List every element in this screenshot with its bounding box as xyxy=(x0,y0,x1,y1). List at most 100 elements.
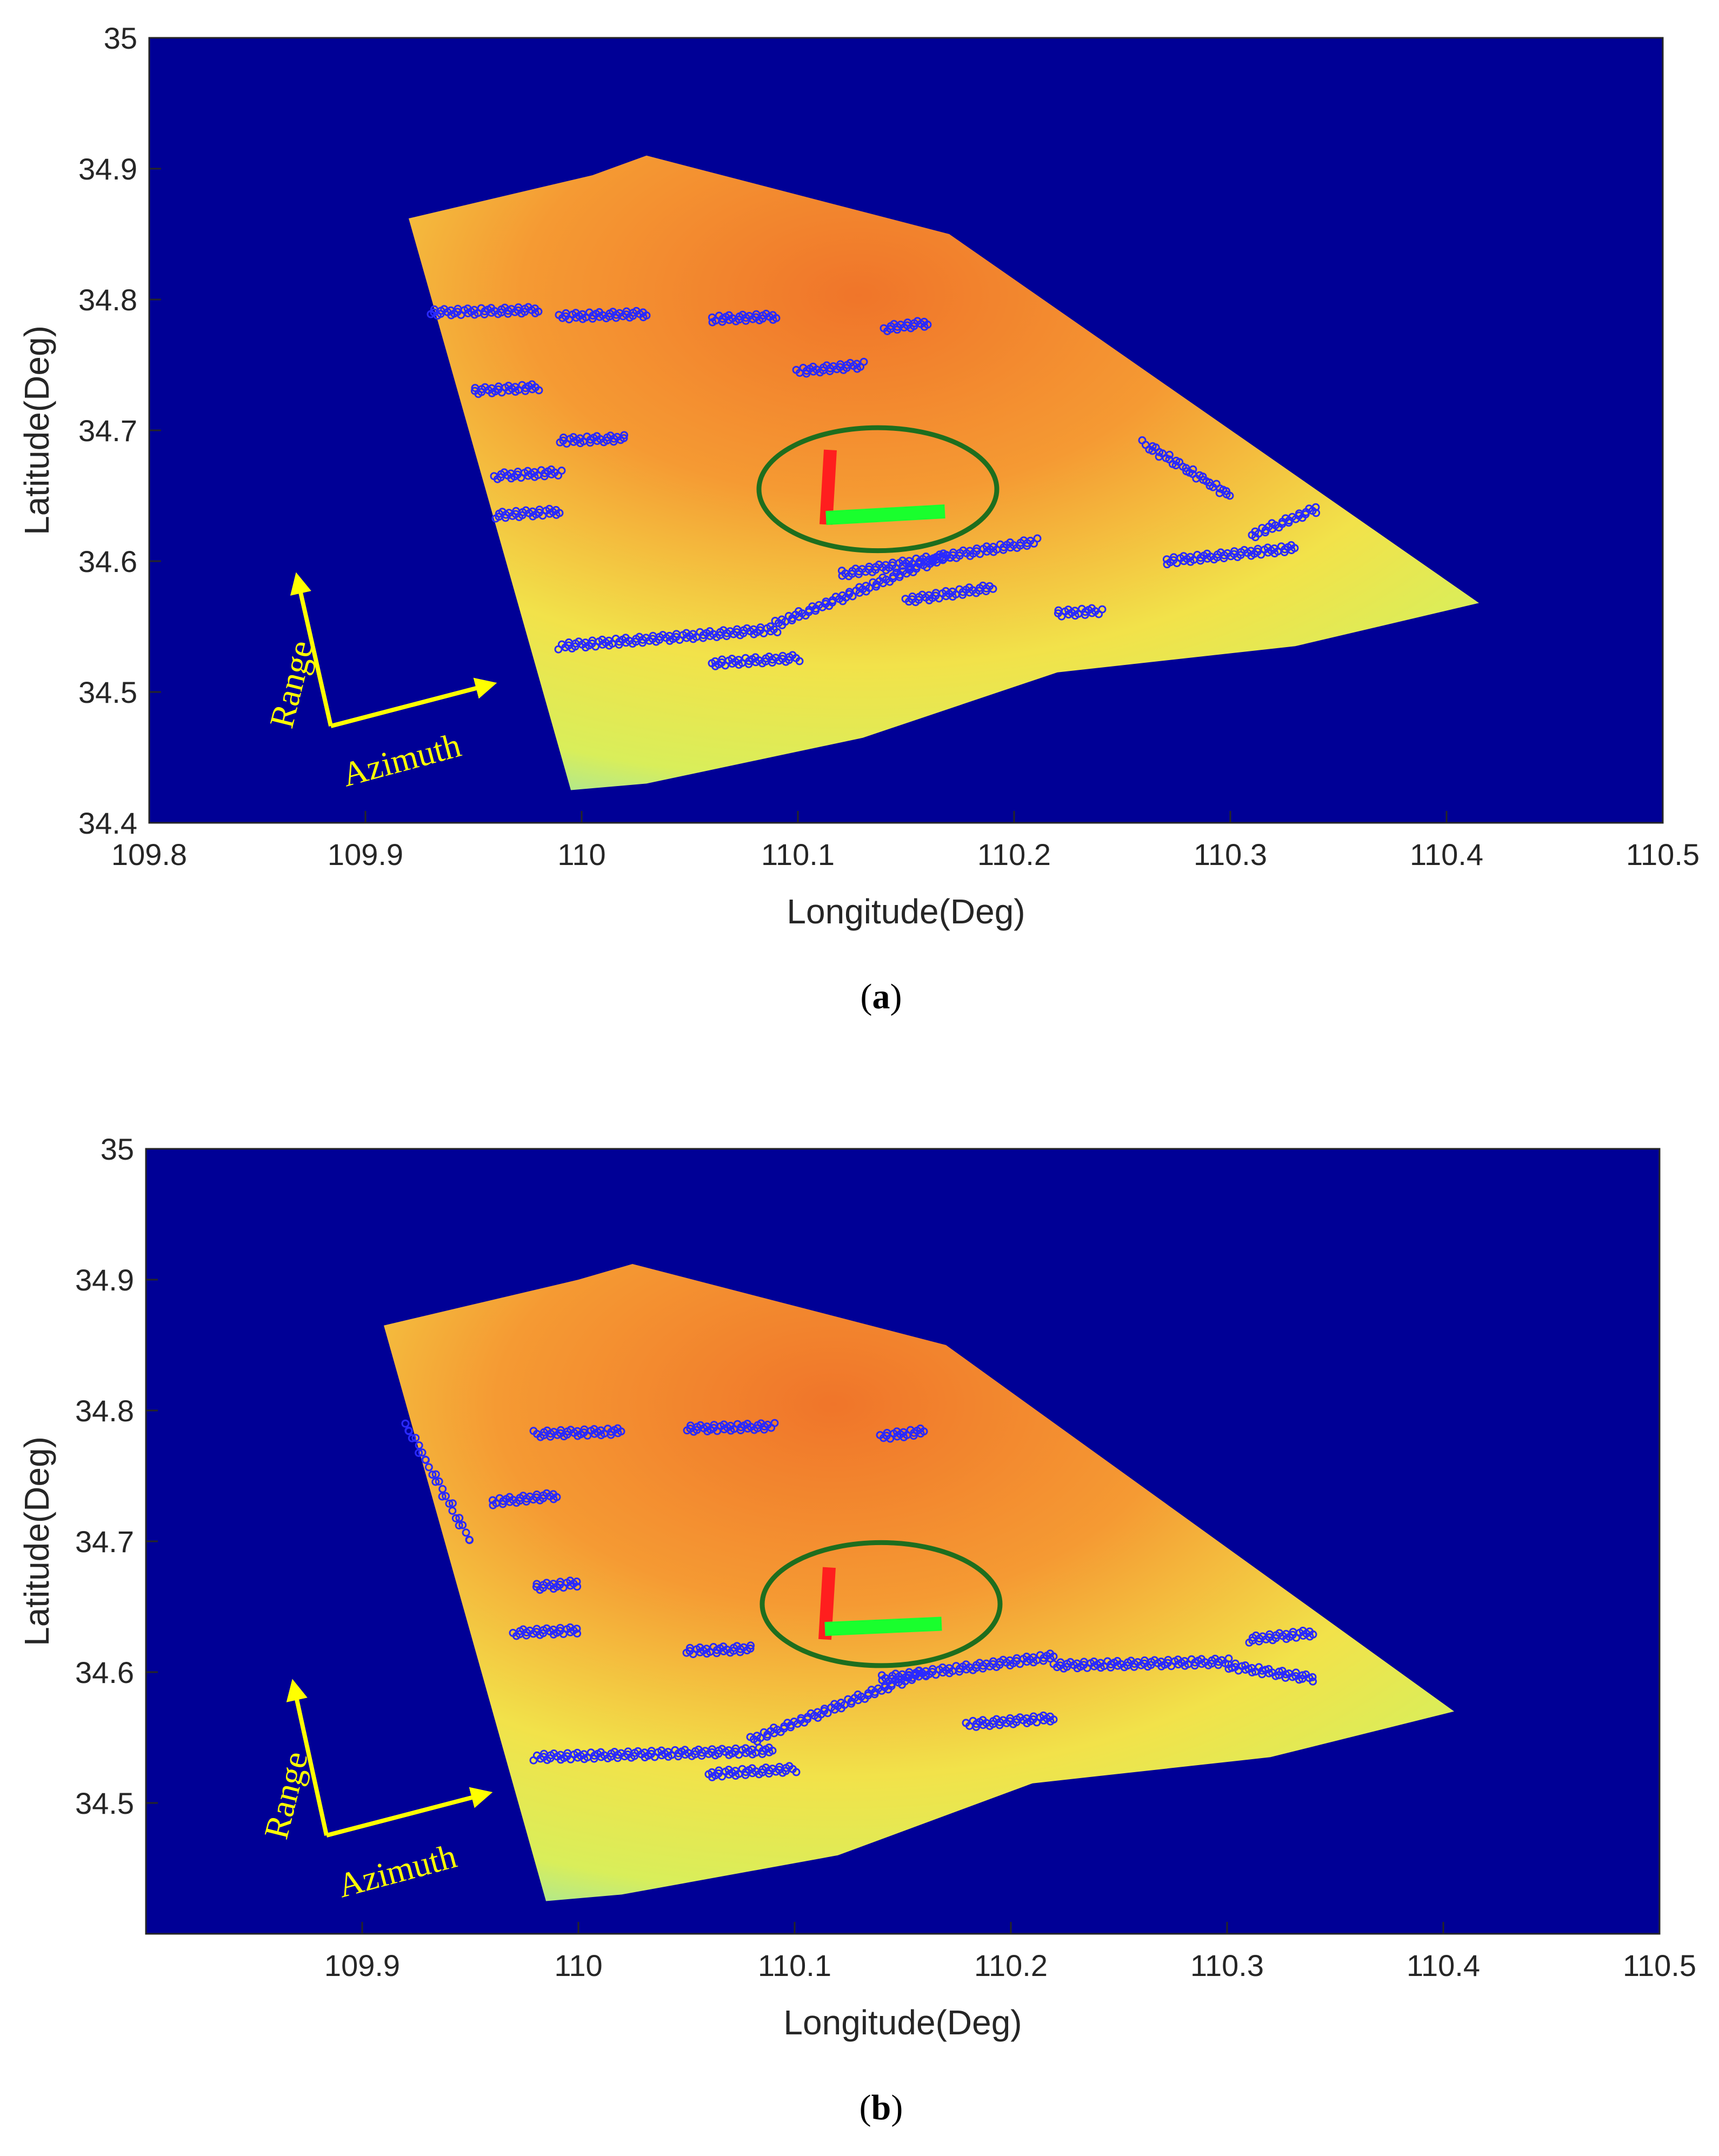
x-tick-label: 110 xyxy=(557,837,605,871)
scatter-point xyxy=(448,1507,457,1515)
scatter-point xyxy=(989,584,997,593)
scatter-point xyxy=(557,467,566,475)
scatter-point xyxy=(847,1699,856,1708)
scatter-point xyxy=(772,314,781,322)
y-tick-label: 34.6 xyxy=(75,1655,134,1689)
scatter-point xyxy=(1311,503,1320,511)
scatter-point xyxy=(404,1426,413,1435)
scatter-point xyxy=(1165,450,1174,459)
scatter-point xyxy=(746,1644,755,1653)
y-tick-label: 35 xyxy=(101,1132,134,1166)
point-track xyxy=(490,465,566,483)
x-tick-labels: 109.8 109.9 110 110.1 110.2 110.3 110.4 110.5 xyxy=(111,811,1700,871)
scatter-point xyxy=(828,598,837,607)
x-tick-label: 110.1 xyxy=(758,1948,831,1982)
scatter-point xyxy=(534,307,543,316)
scatter-point xyxy=(448,1499,457,1508)
scatter-point xyxy=(438,1492,447,1501)
x-tick-label: 110.1 xyxy=(761,837,835,871)
scatter-point xyxy=(431,1470,440,1479)
scatter-point xyxy=(895,573,904,581)
point-track xyxy=(792,357,868,378)
range-arrow xyxy=(290,572,333,727)
y-tick-label: 34.6 xyxy=(78,544,137,578)
point-track xyxy=(1049,1654,1233,1673)
scatter-point xyxy=(823,1709,832,1718)
scatter-point xyxy=(438,1485,447,1493)
scatter-point xyxy=(1033,534,1042,543)
point-track xyxy=(427,303,543,320)
point-track xyxy=(876,1424,928,1443)
scatter-point xyxy=(555,509,564,517)
scatter-point xyxy=(572,1625,581,1633)
point-track xyxy=(708,309,781,327)
sar-swath-image xyxy=(384,1264,1454,1901)
point-track xyxy=(470,380,543,398)
x-axis-label: Longitude(Deg) xyxy=(783,2003,1022,2042)
x-tick-label: 109.8 xyxy=(111,837,187,871)
scatter-point xyxy=(465,1535,474,1544)
point-track xyxy=(708,651,804,670)
highlight-ellipse xyxy=(756,425,1000,554)
azimuth-vector xyxy=(825,504,945,525)
point-track xyxy=(509,1623,582,1640)
x-tick-label: 110.2 xyxy=(974,1948,1048,1982)
scatter-point xyxy=(620,431,629,440)
x-tick-label: 110 xyxy=(554,1948,602,1982)
scatter-point xyxy=(421,1455,430,1464)
scatter-point xyxy=(415,1441,423,1449)
scatter-point xyxy=(552,1493,561,1501)
scatter-point xyxy=(787,1723,795,1732)
y-tick-label: 34.5 xyxy=(75,1786,134,1820)
scatter-point xyxy=(1098,605,1107,614)
scatter-point xyxy=(572,1578,581,1586)
scatter-point xyxy=(792,1768,801,1776)
point-cloud xyxy=(427,303,1321,670)
panel-b: Range Azimuth 109.9 110 110.1 110.2 110.3 110… xyxy=(17,1132,1696,2127)
y-tick-label: 34.7 xyxy=(75,1525,134,1559)
scatter-point xyxy=(811,607,820,615)
scatter-point xyxy=(424,1463,433,1472)
x-tick-label: 110.5 xyxy=(1626,837,1700,871)
y-tick-label: 34.8 xyxy=(75,1394,134,1428)
scatter-point xyxy=(773,628,782,637)
x-axis-label: Longitude(Deg) xyxy=(787,892,1025,931)
point-track xyxy=(555,307,651,324)
scatter-point xyxy=(860,357,868,366)
point-cloud xyxy=(401,1419,1317,1781)
x-tick-label: 110.3 xyxy=(1190,1948,1264,1982)
point-track xyxy=(1138,436,1234,500)
x-tick-label: 110.4 xyxy=(1407,1948,1480,1982)
point-track xyxy=(1248,503,1321,542)
scatter-point xyxy=(535,386,543,395)
scatter-point xyxy=(803,1715,812,1724)
scatter-point xyxy=(435,1477,443,1486)
x-tick-label: 109.9 xyxy=(324,1948,400,1982)
scatter-point xyxy=(788,616,796,624)
point-track xyxy=(556,431,629,448)
point-track xyxy=(491,504,564,523)
panel-caption: (b) xyxy=(860,2088,903,2127)
y-tick-labels: 34.4 34.5 34.6 34.7 34.8 34.9 35 xyxy=(78,21,161,840)
scatter-point xyxy=(1309,1630,1317,1639)
scatter-point xyxy=(870,1690,879,1699)
x-tick-label: 109.9 xyxy=(328,837,403,871)
highlight-ellipse xyxy=(759,1540,1003,1668)
point-track xyxy=(746,1667,930,1746)
scatter-point xyxy=(418,1448,427,1457)
y-tick-label: 34.9 xyxy=(75,1263,134,1297)
point-track xyxy=(488,1489,561,1509)
y-tick-label: 34.5 xyxy=(78,675,137,709)
scatter-point xyxy=(768,1746,777,1755)
point-track xyxy=(1224,1659,1317,1686)
point-track xyxy=(1245,1626,1317,1647)
x-tick-labels: 109.9 110 110.1 110.2 110.3 110.4 110.5 xyxy=(145,1922,1696,1982)
point-track xyxy=(529,1424,625,1441)
scatter-point xyxy=(431,1478,440,1486)
scatter-point xyxy=(923,321,932,329)
point-track xyxy=(1054,604,1107,621)
scatter-point xyxy=(573,1582,582,1591)
scatter-point xyxy=(1189,465,1197,474)
scatter-point xyxy=(445,1499,454,1508)
